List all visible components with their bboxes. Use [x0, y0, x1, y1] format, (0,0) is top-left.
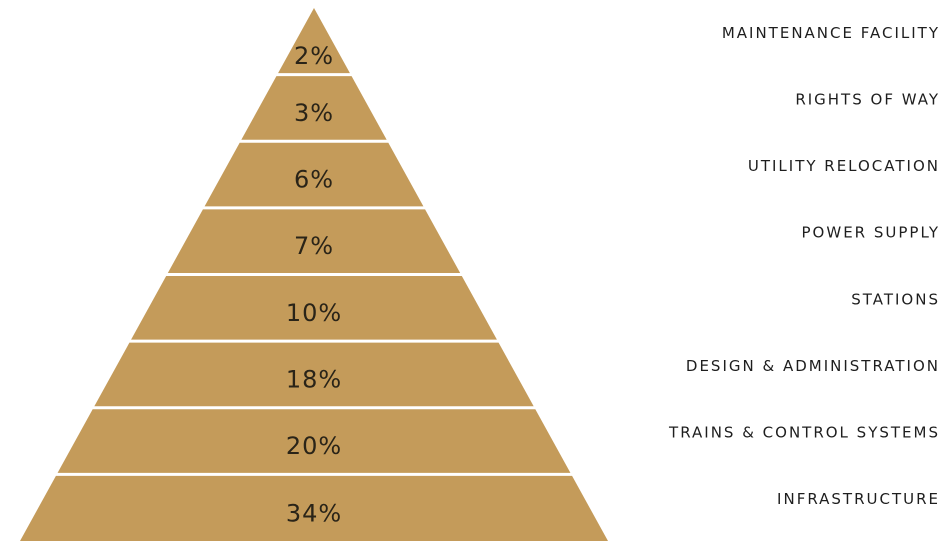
segment-value-label: 18% — [286, 365, 342, 393]
segment-value-label: 34% — [286, 499, 342, 527]
pyramid-segment — [57, 409, 571, 473]
pyramid-segment — [204, 142, 424, 207]
segment-value-label: 10% — [286, 299, 342, 327]
category-label: UTILITY RELOCATION — [748, 157, 940, 175]
segment-value-label: 6% — [294, 166, 334, 194]
category-label: MAINTENANCE FACILITY — [722, 24, 940, 42]
category-label: STATIONS — [851, 290, 940, 308]
segment-value-label: 3% — [294, 99, 334, 127]
segment-value-label: 7% — [294, 232, 334, 260]
category-label: INFRASTRUCTURE — [777, 490, 940, 508]
category-label: TRAINS & CONTROL SYSTEMS — [668, 424, 940, 442]
segment-value-label: 2% — [294, 42, 334, 70]
segment-value-label: 20% — [286, 432, 342, 460]
pyramid-segment — [94, 342, 534, 407]
pyramid-segment — [278, 8, 350, 74]
pyramid-segment — [241, 76, 387, 140]
pyramid-segment — [167, 209, 461, 273]
category-label: DESIGN & ADMINISTRATION — [686, 357, 940, 375]
category-label: RIGHTS OF WAY — [795, 90, 940, 108]
category-label: POWER SUPPLY — [802, 224, 940, 242]
pyramid-segment — [131, 276, 497, 340]
pyramid-segment — [20, 475, 608, 541]
